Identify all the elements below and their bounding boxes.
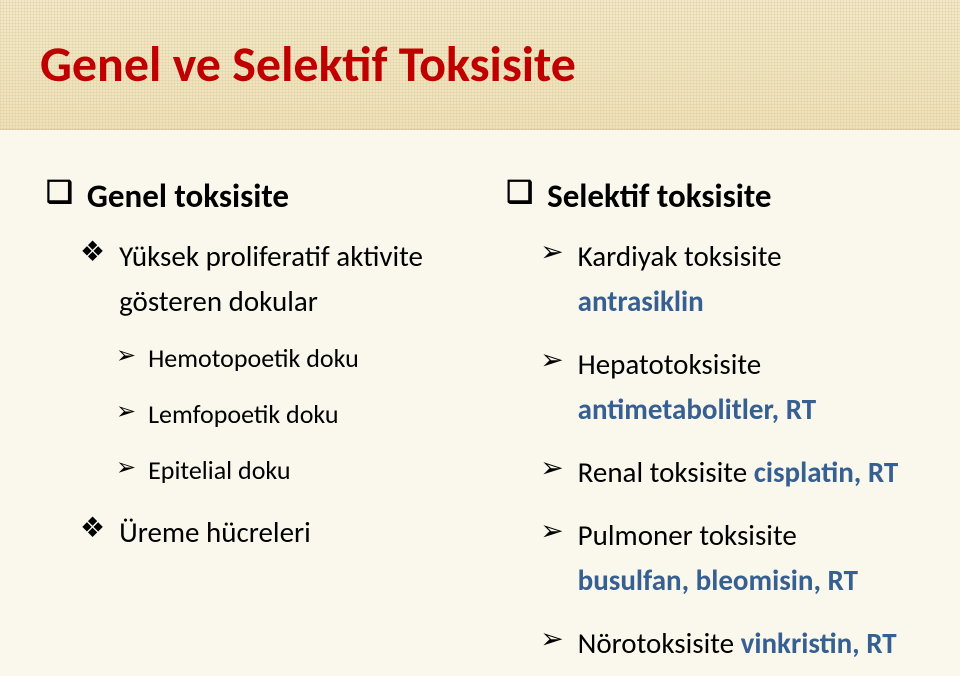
arrow-bullet-icon: ➢: [116, 398, 136, 426]
content-area: ❑ Genel toksisite ❖ Yüksek proliferatif …: [0, 160, 960, 676]
arrow-bullet-icon: ➢: [540, 342, 563, 377]
arrow-bullet-icon: ➢: [540, 513, 563, 548]
right-item-5: ➢ Nörotoksisite vinkristin, RT: [540, 621, 914, 666]
left-heading-text: Genel toksisite: [87, 176, 289, 216]
right-item-4-plain: Pulmoner toksisite: [578, 517, 797, 553]
left-sub-3-text: Epitelial doku: [148, 454, 290, 486]
left-sub-2-text: Lemfopoetik doku: [148, 398, 338, 430]
arrow-bullet-icon: ➢: [540, 234, 563, 269]
arrow-bullet-icon: ➢: [116, 454, 136, 482]
left-column: ❑ Genel toksisite ❖ Yüksek proliferatif …: [30, 160, 490, 656]
right-item-2-text: Hepatotoksisite antimetabolitler, RT: [578, 342, 914, 432]
right-item-5-accent: vinkristin, RT: [741, 625, 897, 661]
slide-title: Genel ve Selektif Toksisite: [40, 34, 576, 95]
right-item-2-accent: antimetabolitler, RT: [578, 391, 816, 427]
left-sub-3: ➢ Epitelial doku: [116, 454, 474, 486]
left-item-2-text: Üreme hücreleri: [119, 510, 311, 555]
left-sub-1: ➢ Hemotopoetik doku: [116, 342, 474, 374]
square-bullet-icon: ❑: [46, 176, 73, 211]
right-item-5-plain: Nörotoksisite: [578, 625, 741, 661]
arrow-bullet-icon: ➢: [540, 450, 563, 485]
right-item-3: ➢ Renal toksisite cisplatin, RT: [540, 450, 914, 495]
right-heading: ❑ Selektif toksisite: [506, 176, 914, 216]
right-column: ❑ Selektif toksisite ➢ Kardiyak toksisit…: [490, 160, 930, 656]
right-item-1-plain: Kardiyak toksisite: [578, 238, 782, 274]
right-item-1: ➢ Kardiyak toksisite antrasiklin: [540, 234, 914, 324]
right-item-2-plain: Hepatotoksisite: [578, 346, 762, 382]
left-sub-1-text: Hemotopoetik doku: [148, 342, 359, 374]
arrow-bullet-icon: ➢: [116, 342, 136, 370]
square-bullet-icon: ❑: [506, 176, 533, 211]
right-item-1-accent: antrasiklin: [578, 283, 704, 319]
right-item-4-accent: busulfan, bleomisin, RT: [578, 562, 858, 598]
left-item-1: ❖ Yüksek proliferatif aktivite gösteren …: [80, 234, 474, 324]
right-item-3-plain: Renal toksisite: [578, 454, 754, 490]
right-item-1-text: Kardiyak toksisite antrasiklin: [578, 234, 914, 324]
left-heading: ❑ Genel toksisite: [46, 176, 474, 216]
right-item-5-text: Nörotoksisite vinkristin, RT: [578, 621, 897, 666]
right-item-4-text: Pulmoner toksisite busulfan, bleomisin, …: [578, 513, 914, 603]
arrow-bullet-icon: ➢: [540, 621, 563, 656]
right-item-2: ➢ Hepatotoksisite antimetabolitler, RT: [540, 342, 914, 432]
diamond-bullet-icon: ❖: [80, 234, 105, 269]
left-sub-2: ➢ Lemfopoetik doku: [116, 398, 474, 430]
diamond-bullet-icon: ❖: [80, 510, 105, 545]
right-item-4: ➢ Pulmoner toksisite busulfan, bleomisin…: [540, 513, 914, 603]
right-item-3-text: Renal toksisite cisplatin, RT: [578, 450, 899, 495]
slide: Genel ve Selektif Toksisite ❑ Genel toks…: [0, 0, 960, 676]
left-item-1-text: Yüksek proliferatif aktivite gösteren do…: [119, 234, 474, 324]
title-band: Genel ve Selektif Toksisite: [0, 0, 960, 130]
right-item-3-accent: cisplatin, RT: [754, 454, 899, 490]
right-heading-text: Selektif toksisite: [547, 176, 771, 216]
left-item-2: ❖ Üreme hücreleri: [80, 510, 474, 555]
